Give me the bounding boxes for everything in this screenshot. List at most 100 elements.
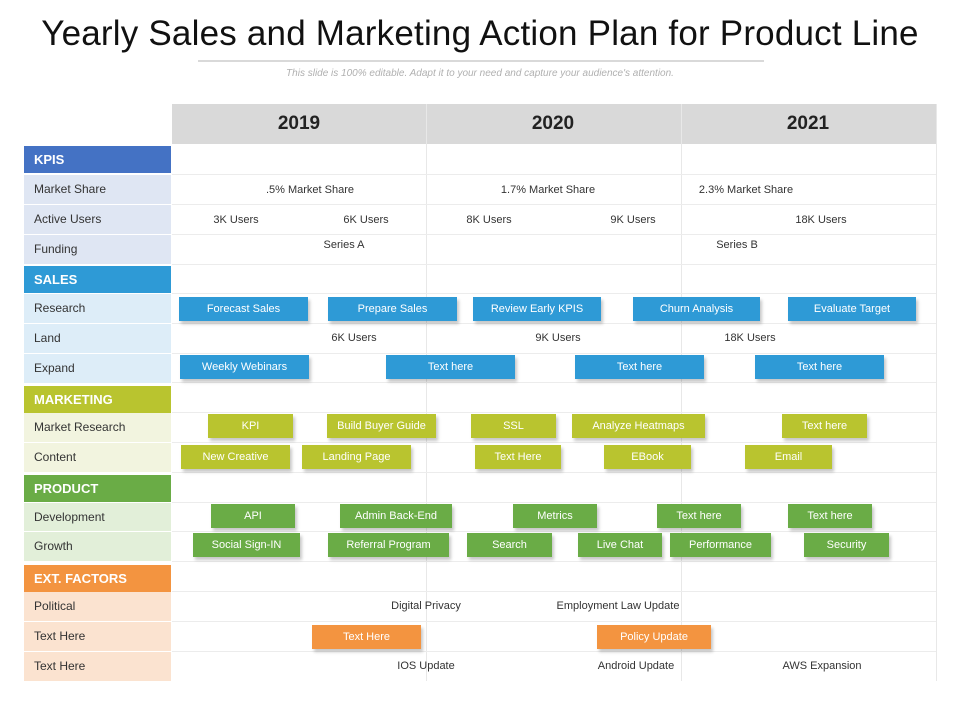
task-text-here[interactable]: Text here bbox=[755, 355, 884, 379]
task-analyze-heatmaps[interactable]: Analyze Heatmaps bbox=[572, 414, 705, 438]
task-security[interactable]: Security bbox=[804, 533, 889, 557]
label-separator bbox=[24, 442, 171, 443]
funding-series-a: Series A bbox=[323, 239, 365, 251]
row-divider bbox=[172, 591, 936, 592]
section-header-kpis: KPIS bbox=[24, 146, 171, 173]
active-users-value: 3K Users bbox=[213, 214, 259, 226]
task-review-early-kpis[interactable]: Review Early KPIS bbox=[473, 297, 601, 321]
row-divider bbox=[172, 442, 936, 443]
year-2019-header: 2019 bbox=[277, 113, 321, 134]
row-label-active-users: Active Users bbox=[24, 205, 171, 234]
task-email[interactable]: Email bbox=[745, 445, 832, 469]
section-header-marketing: MARKETING bbox=[24, 386, 171, 413]
row-label-market-share: Market Share bbox=[24, 175, 171, 204]
row-divider bbox=[172, 264, 936, 265]
land-users-value: 18K Users bbox=[724, 332, 776, 344]
row-divider bbox=[172, 412, 936, 413]
active-users-value: 9K Users bbox=[610, 214, 656, 226]
task-text-here[interactable]: Text here bbox=[657, 504, 741, 528]
task-forecast-sales[interactable]: Forecast Sales bbox=[179, 297, 308, 321]
task-text-here[interactable]: Text Here bbox=[312, 625, 421, 649]
row-divider bbox=[172, 174, 936, 175]
task-ebook[interactable]: EBook bbox=[604, 445, 691, 469]
row-divider bbox=[172, 651, 936, 652]
column-divider bbox=[426, 104, 427, 681]
label-separator bbox=[24, 531, 171, 532]
year-header-bar bbox=[172, 104, 936, 144]
section-header-sales: SALES bbox=[24, 266, 171, 293]
task-text-here[interactable]: Text here bbox=[386, 355, 515, 379]
market-share-2019: .5% Market Share bbox=[265, 184, 355, 196]
task-churn-analysis[interactable]: Churn Analysis bbox=[633, 297, 760, 321]
task-api[interactable]: API bbox=[211, 504, 295, 528]
title-divider bbox=[198, 60, 764, 62]
row-label-development: Development bbox=[24, 503, 171, 532]
row-label-content: Content bbox=[24, 443, 171, 472]
task-text-here[interactable]: Text Here bbox=[475, 445, 561, 469]
task-new-creative[interactable]: New Creative bbox=[181, 445, 290, 469]
task-social-sign-in[interactable]: Social Sign-IN bbox=[193, 533, 300, 557]
funding-series-b: Series B bbox=[716, 239, 758, 251]
task-policy-update[interactable]: Policy Update bbox=[597, 625, 711, 649]
task-landing-page[interactable]: Landing Page bbox=[302, 445, 411, 469]
task-kpi[interactable]: KPI bbox=[208, 414, 293, 438]
ext-ios-update: IOS Update bbox=[397, 660, 455, 672]
task-metrics[interactable]: Metrics bbox=[513, 504, 597, 528]
label-separator bbox=[24, 621, 171, 622]
row-divider bbox=[172, 502, 936, 503]
row-label-expand: Expand bbox=[24, 354, 171, 383]
slide-title: Yearly Sales and Marketing Action Plan f… bbox=[41, 14, 919, 53]
row-divider bbox=[172, 204, 936, 205]
task-weekly-webinars[interactable]: Weekly Webinars bbox=[180, 355, 309, 379]
task-text-here[interactable]: Text here bbox=[782, 414, 867, 438]
row-label-research: Research bbox=[24, 294, 171, 323]
label-separator bbox=[24, 234, 171, 235]
task-text-here[interactable]: Text here bbox=[575, 355, 704, 379]
task-prepare-sales[interactable]: Prepare Sales bbox=[328, 297, 457, 321]
task-evaluate-target[interactable]: Evaluate Target bbox=[788, 297, 916, 321]
label-separator bbox=[24, 323, 171, 324]
row-divider bbox=[172, 234, 936, 235]
label-separator bbox=[24, 204, 171, 205]
political-digital-privacy: Digital Privacy bbox=[391, 600, 461, 612]
task-build-buyer-guide[interactable]: Build Buyer Guide bbox=[327, 414, 436, 438]
ext-android-update: Android Update bbox=[597, 660, 675, 672]
row-label-text-here: Text Here bbox=[24, 622, 171, 651]
market-share-2020: 1.7% Market Share bbox=[500, 184, 596, 196]
ext-aws-expansion: AWS Expansion bbox=[782, 660, 862, 672]
column-divider bbox=[681, 104, 682, 681]
year-2020-header: 2020 bbox=[531, 113, 575, 134]
task-ssl[interactable]: SSL bbox=[471, 414, 556, 438]
row-label-land: Land bbox=[24, 324, 171, 353]
active-users-value: 18K Users bbox=[795, 214, 847, 226]
task-performance[interactable]: Performance bbox=[670, 533, 771, 557]
row-label-funding: Funding bbox=[24, 235, 171, 264]
row-label-growth: Growth bbox=[24, 532, 171, 561]
row-divider bbox=[172, 531, 936, 532]
land-users-value: 6K Users bbox=[331, 332, 377, 344]
land-users-value: 9K Users bbox=[535, 332, 581, 344]
row-label-political: Political bbox=[24, 592, 171, 621]
row-label-text-here: Text Here bbox=[24, 652, 171, 681]
column-divider bbox=[936, 104, 937, 681]
row-divider bbox=[172, 472, 936, 473]
task-admin-back-end[interactable]: Admin Back-End bbox=[340, 504, 452, 528]
row-divider bbox=[172, 382, 936, 383]
task-search[interactable]: Search bbox=[467, 533, 552, 557]
row-label-market-research: Market Research bbox=[24, 413, 171, 442]
slide-subtitle: This slide is 100% editable. Adapt it to… bbox=[286, 68, 674, 79]
task-live-chat[interactable]: Live Chat bbox=[578, 533, 662, 557]
row-divider bbox=[172, 323, 936, 324]
label-separator bbox=[24, 651, 171, 652]
market-share-2021: 2.3% Market Share bbox=[698, 184, 794, 196]
task-text-here[interactable]: Text here bbox=[788, 504, 872, 528]
row-divider bbox=[172, 293, 936, 294]
row-divider bbox=[172, 561, 936, 562]
active-users-value: 6K Users bbox=[343, 214, 389, 226]
task-referral-program[interactable]: Referral Program bbox=[328, 533, 449, 557]
section-header-product: PRODUCT bbox=[24, 475, 171, 502]
label-separator bbox=[24, 353, 171, 354]
active-users-value: 8K Users bbox=[466, 214, 512, 226]
year-2021-header: 2021 bbox=[786, 113, 830, 134]
row-divider bbox=[172, 353, 936, 354]
